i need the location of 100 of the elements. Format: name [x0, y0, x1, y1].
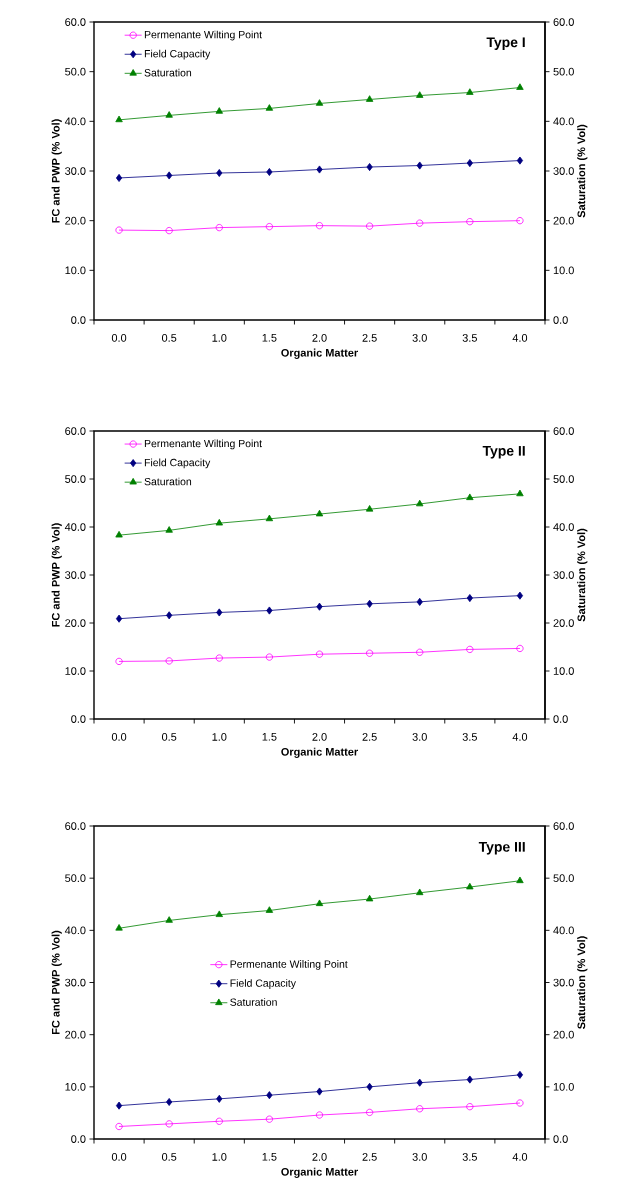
- legend-label: Permenante Wilting Point: [230, 960, 348, 970]
- y2-tick-label: 10.0: [553, 667, 574, 675]
- y2-tick-label: 0.0: [553, 715, 568, 723]
- y2-tick-label: 0.0: [553, 1135, 568, 1143]
- point: [165, 916, 173, 923]
- y2-tick-label: 20.0: [553, 1030, 574, 1039]
- point: [316, 602, 323, 611]
- y-axis-title: FC and PWP (% Vol): [51, 119, 62, 223]
- y-axis-title: FC and PWP (% Vol): [51, 523, 62, 627]
- point: [416, 161, 423, 170]
- y-tick-label: 50.0: [65, 475, 86, 483]
- point: [265, 104, 274, 111]
- point: [165, 526, 173, 533]
- point: [466, 1103, 474, 1111]
- y2-tick-label: 0.0: [553, 316, 568, 324]
- x-tick-label: 2.5: [362, 1153, 377, 1161]
- point: [266, 1091, 273, 1100]
- point: [516, 1099, 524, 1107]
- point: [516, 644, 524, 653]
- point: [265, 514, 274, 522]
- y-tick-label: 40.0: [64, 523, 86, 531]
- x-tick-label: 0.0: [111, 334, 127, 342]
- point: [365, 894, 374, 902]
- x-axis-title: Organic Matter: [281, 1167, 358, 1178]
- x-tick-label: 1.5: [262, 334, 277, 342]
- y-tick-label: 0.0: [71, 316, 86, 324]
- point: [416, 499, 424, 507]
- y2-tick-label: 30.0: [553, 978, 574, 987]
- y-tick-label: 20.0: [65, 216, 86, 225]
- y2-axis-title: Saturation (% Vol): [577, 124, 588, 218]
- x-tick-label: 3.5: [462, 733, 477, 741]
- x-tick-label: 2.5: [362, 733, 377, 741]
- point: [315, 222, 324, 230]
- y-tick-label: 40.0: [64, 117, 86, 126]
- y2-tick-label: 60.0: [553, 822, 574, 830]
- point: [166, 1097, 173, 1106]
- y2-tick-label: 60.0: [553, 18, 574, 26]
- x-tick-label: 0.0: [111, 733, 127, 741]
- point: [215, 654, 223, 662]
- point: [466, 88, 474, 95]
- point: [115, 530, 123, 538]
- x-tick-label: 2.0: [312, 334, 327, 342]
- y-tick-label: 10.0: [65, 266, 86, 275]
- y-tick-label: 50.0: [65, 874, 86, 883]
- point: [265, 653, 273, 661]
- point: [266, 606, 273, 615]
- y2-tick-label: 40.0: [553, 523, 574, 531]
- point: [365, 505, 374, 512]
- y2-tick-label: 40.0: [553, 117, 574, 126]
- y2-tick-label: 10.0: [553, 1082, 574, 1091]
- point: [266, 167, 273, 176]
- point: [165, 111, 173, 118]
- x-tick-label: 4.0: [512, 733, 528, 741]
- point: [316, 165, 323, 174]
- point: [265, 906, 274, 913]
- point: [215, 1117, 223, 1125]
- point: [416, 219, 424, 227]
- y2-tick-label: 50.0: [553, 874, 574, 883]
- text: Type I: [486, 37, 525, 50]
- y-tick-label: 20.0: [65, 619, 86, 627]
- point: [315, 1111, 324, 1119]
- point: [215, 910, 223, 917]
- x-tick-label: 3.5: [462, 1153, 477, 1161]
- point: [366, 222, 374, 230]
- y2-axis-title: Saturation (% Vol): [577, 528, 588, 622]
- point: [316, 1087, 323, 1096]
- legend-label: Field Capacity: [230, 979, 296, 989]
- y-tick-label: 30.0: [65, 978, 86, 987]
- y2-tick-label: 20.0: [553, 619, 574, 627]
- x-tick-label: 3.0: [412, 733, 427, 741]
- point: [466, 159, 473, 168]
- point: [366, 1082, 373, 1091]
- x-tick-label: 1.0: [212, 334, 227, 342]
- y-tick-label: 30.0: [65, 167, 86, 175]
- point: [115, 1122, 123, 1131]
- legend-label: Saturation: [144, 477, 192, 486]
- y2-tick-label: 40.0: [553, 926, 574, 935]
- y-tick-label: 10.0: [65, 667, 86, 675]
- point: [466, 882, 474, 890]
- point: [416, 597, 423, 606]
- point: [366, 649, 374, 657]
- point: [165, 1120, 173, 1128]
- x-tick-label: 4.0: [512, 1153, 528, 1161]
- y-tick-label: 10.0: [65, 1082, 86, 1091]
- point: [115, 1101, 123, 1110]
- y2-tick-label: 20.0: [553, 216, 574, 225]
- x-tick-label: 1.5: [262, 733, 277, 741]
- x-tick-label: 2.0: [312, 1153, 327, 1161]
- text: Type II: [482, 446, 525, 459]
- x-tick-label: 1.5: [262, 1153, 277, 1161]
- point: [366, 599, 373, 608]
- point: [265, 223, 273, 231]
- y-tick-label: 0.0: [71, 715, 86, 723]
- y2-tick-label: 50.0: [553, 475, 574, 483]
- point: [466, 594, 473, 603]
- y2-tick-label: 10.0: [553, 266, 574, 275]
- point: [315, 99, 324, 106]
- point: [416, 1105, 424, 1113]
- x-tick-label: 3.0: [412, 1153, 427, 1161]
- legend-label: Field Capacity: [144, 49, 211, 60]
